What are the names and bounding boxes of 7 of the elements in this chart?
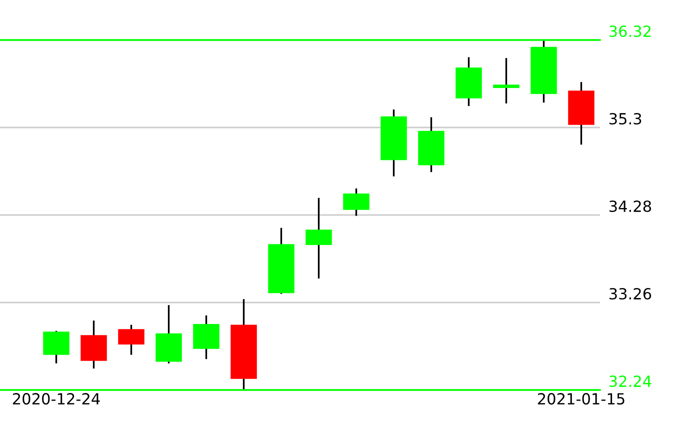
x-tick-label: 2020-12-24 [12, 393, 100, 405]
y-tick-label: 32.24 [610, 375, 652, 388]
y-tick-label: 33.26 [610, 288, 652, 300]
y-tick-label: 36.32 [610, 25, 651, 38]
y-tick-label: 35.3 [610, 112, 642, 125]
y-tick-label: 34.28 [610, 200, 652, 212]
x-tick-label: 2021-01-15 [538, 393, 624, 405]
